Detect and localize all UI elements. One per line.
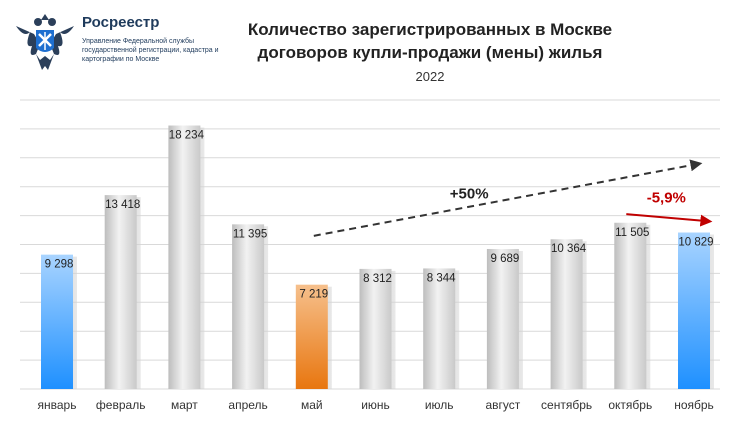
rosreestr-logo: Росреестр Управление Федеральной службы … <box>12 8 219 88</box>
value-label: 9 298 <box>45 259 74 271</box>
chart-title: Количество зарегистрированных в Москве д… <box>215 18 645 64</box>
decline-label: -5,9% <box>647 190 686 207</box>
value-labels-group: 9 298 13 418 18 234 11 395 7 219 8 312 8 344 9 … <box>45 130 714 301</box>
x-tick-label: ноябрь <box>674 398 714 412</box>
bar-июль <box>423 268 456 389</box>
title-line-2: договоров купли-продажи (мены) жилья <box>257 43 603 62</box>
bar-октябрь <box>614 222 647 389</box>
value-label: 9 689 <box>491 253 520 265</box>
x-tick-label: август <box>486 398 521 412</box>
bar-сентябрь <box>550 239 583 389</box>
x-tick-label: март <box>171 398 198 412</box>
value-label: 8 312 <box>363 273 392 285</box>
bar-июнь <box>359 268 392 389</box>
trend-arrow-line <box>313 159 703 237</box>
decline-arrow-line <box>626 213 713 227</box>
x-tick-label: январь <box>38 398 77 412</box>
x-tick-label: октябрь <box>608 398 652 412</box>
title-line-1: Количество зарегистрированных в Москве <box>247 20 613 39</box>
value-label: 18 234 <box>169 130 205 142</box>
bars-group <box>41 125 714 389</box>
value-label: 8 344 <box>427 272 456 284</box>
annotations-group: +50% -5,9% <box>313 159 713 237</box>
bar-март <box>168 125 201 389</box>
value-label: 10 829 <box>678 237 713 249</box>
bar-август <box>486 248 519 389</box>
x-tick-labels-group: январь февраль март апрель май июнь июль август… <box>38 398 714 412</box>
org-description: Управление Федеральной службы государств… <box>82 38 219 63</box>
value-label: 11 395 <box>233 228 267 240</box>
value-label: 11 505 <box>615 227 649 239</box>
value-label: 10 364 <box>551 243 587 255</box>
x-tick-label: февраль <box>96 398 146 412</box>
bar-май <box>295 284 328 389</box>
org-name: Росреестр <box>82 14 160 31</box>
x-tick-label: сентябрь <box>541 398 592 412</box>
chart-subtitle: 2022 <box>415 69 445 84</box>
eagle-emblem-icon <box>16 14 74 70</box>
bar-январь <box>41 254 73 389</box>
x-tick-label: апрель <box>228 398 267 412</box>
trend-label: +50% <box>450 185 489 202</box>
x-tick-label: июнь <box>361 398 390 412</box>
value-label: 7 219 <box>299 289 328 301</box>
bar-апрель <box>232 224 265 389</box>
x-tick-label: июль <box>425 398 454 412</box>
bar-февраль <box>104 195 137 389</box>
x-tick-label: май <box>301 398 323 412</box>
bar-ноябрь <box>678 232 710 389</box>
value-label: 13 418 <box>105 199 140 211</box>
